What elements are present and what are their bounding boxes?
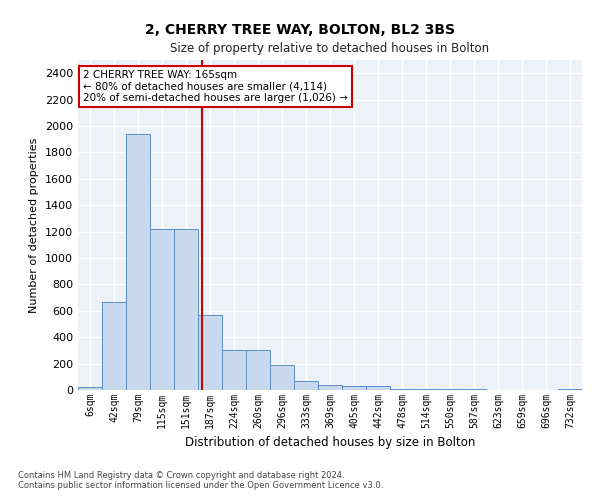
Bar [78, 388, 102, 390]
Bar [342, 386, 366, 390]
Y-axis label: Number of detached properties: Number of detached properties [29, 138, 40, 312]
Bar [246, 350, 270, 390]
Title: Size of property relative to detached houses in Bolton: Size of property relative to detached ho… [170, 42, 490, 54]
Bar [150, 229, 174, 390]
Bar [126, 134, 150, 390]
Bar [414, 388, 438, 390]
Bar [222, 350, 246, 390]
Bar [318, 384, 342, 390]
Bar [102, 302, 126, 390]
Bar [174, 229, 198, 390]
Text: Contains HM Land Registry data © Crown copyright and database right 2024.: Contains HM Land Registry data © Crown c… [18, 470, 344, 480]
Bar [366, 386, 390, 390]
Text: 2, CHERRY TREE WAY, BOLTON, BL2 3BS: 2, CHERRY TREE WAY, BOLTON, BL2 3BS [145, 22, 455, 36]
Text: 2 CHERRY TREE WAY: 165sqm
← 80% of detached houses are smaller (4,114)
20% of se: 2 CHERRY TREE WAY: 165sqm ← 80% of detac… [83, 70, 348, 103]
Bar [198, 315, 222, 390]
X-axis label: Distribution of detached houses by size in Bolton: Distribution of detached houses by size … [185, 436, 475, 450]
Bar [294, 382, 318, 390]
Bar [390, 388, 414, 390]
Bar [270, 365, 294, 390]
Text: Contains public sector information licensed under the Open Government Licence v3: Contains public sector information licen… [18, 480, 383, 490]
